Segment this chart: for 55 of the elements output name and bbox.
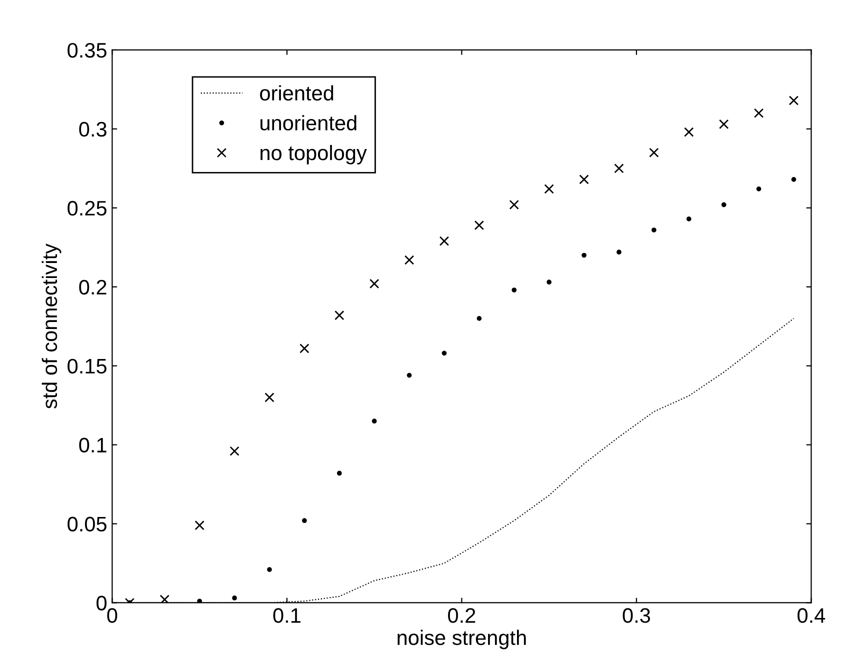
point (791, 177, 796, 182)
point (232, 596, 237, 600)
point (334, 310, 344, 320)
point (406, 372, 412, 378)
point (544, 184, 554, 194)
y-tick-label: 0 (96, 596, 107, 610)
point (788, 96, 799, 106)
point (718, 119, 729, 130)
point (439, 236, 450, 246)
y-tick-label: 0.25 (68, 200, 106, 216)
point (336, 470, 342, 476)
point (582, 252, 586, 258)
x-tick-label: 0 (107, 608, 118, 623)
point (369, 278, 380, 289)
point (756, 186, 762, 192)
point (302, 518, 307, 524)
x-tick-label: 0.1 (273, 608, 300, 623)
point (474, 220, 484, 230)
point (652, 228, 656, 232)
y-tick-label: 0.2 (79, 280, 106, 295)
point (194, 520, 204, 530)
point (614, 164, 624, 174)
point (754, 108, 764, 118)
y-tick-label: 0.05 (68, 516, 106, 532)
y-tick-label: 0.1 (79, 438, 106, 453)
point (686, 216, 692, 222)
y-axis-title: std of connectivity (42, 244, 62, 409)
point (476, 316, 482, 321)
point (372, 418, 377, 424)
point (684, 127, 694, 137)
x-tick-label: 0.4 (798, 608, 826, 623)
x-tick-label: 0.2 (448, 608, 476, 623)
point (442, 350, 447, 356)
point (509, 200, 519, 210)
point (546, 280, 552, 285)
point (579, 174, 589, 184)
point (160, 594, 170, 603)
point (404, 255, 414, 265)
y-tick-label: 0.3 (79, 122, 106, 137)
point (197, 598, 202, 603)
legend-label: unoriented (260, 115, 356, 130)
x-tick-label: 0.3 (622, 608, 650, 623)
y-tick-label: 0.35 (68, 42, 106, 58)
point (267, 567, 272, 572)
x-axis-title: noise strength (398, 630, 526, 650)
point (230, 446, 240, 456)
point (616, 250, 622, 255)
point (264, 392, 274, 402)
point (512, 288, 517, 292)
point (721, 202, 726, 208)
point (649, 148, 659, 158)
y-tick-label: 0.15 (68, 358, 106, 374)
point (300, 344, 310, 354)
legend-label: oriented (260, 85, 334, 101)
legend-label: no topology (260, 144, 367, 164)
